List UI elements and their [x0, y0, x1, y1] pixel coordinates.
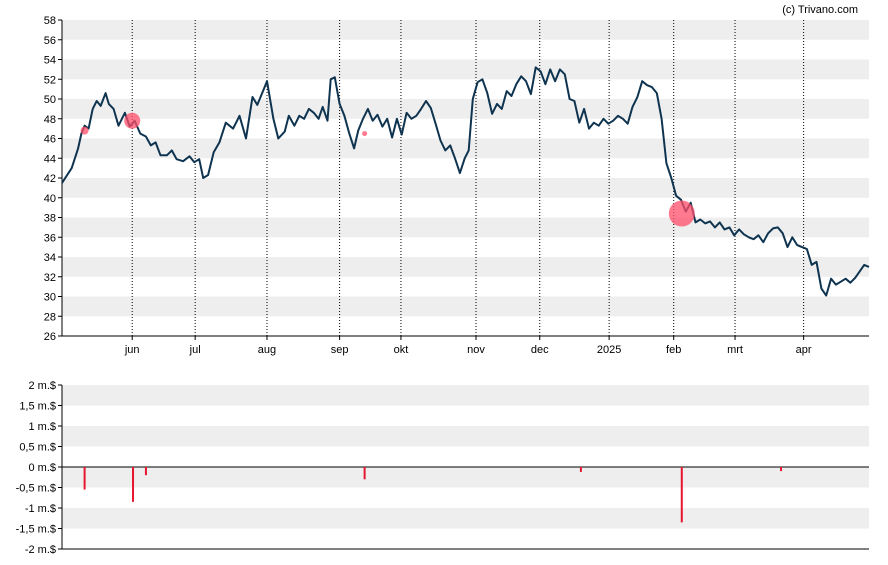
x-tick-label: dec [531, 344, 549, 356]
x-tick-label: nov [467, 344, 485, 356]
volume-y-tick-label: 1,5 m.$ [19, 401, 56, 413]
price-grid-band [62, 59, 869, 80]
volume-grid-band [62, 508, 869, 529]
volume-y-tick-label: -1,5 m.$ [16, 524, 56, 536]
y-tick-label: 42 [44, 173, 56, 185]
y-tick-label: 26 [44, 331, 56, 343]
volume-grid-band [62, 467, 869, 488]
volume-bar [144, 467, 147, 476]
volume-bar [363, 467, 366, 480]
price-chart: jun jul aug sep okt nov dec 2025 feb mrt apr 26 28 30… [44, 15, 870, 356]
x-tick-label: aug [258, 344, 276, 356]
volume-y-tick-label: -1 m.$ [25, 503, 56, 515]
y-tick-label: 52 [44, 74, 56, 86]
price-line [61, 66, 870, 297]
trade-marker [124, 112, 141, 129]
y-tick-label: 40 [44, 193, 56, 205]
price-grid-band [62, 138, 869, 159]
price-grid-band [62, 296, 869, 317]
y-tick-label: 50 [44, 94, 56, 106]
y-tick-label: 28 [44, 311, 56, 323]
y-tick-label: 46 [44, 134, 56, 146]
volume-bar [132, 467, 135, 502]
trade-marker [668, 200, 695, 227]
y-tick-label: 44 [44, 153, 56, 165]
volume-bar [579, 467, 582, 472]
y-tick-label: 38 [44, 213, 56, 225]
y-tick-label: 30 [44, 292, 56, 304]
volume-bar [780, 467, 783, 472]
price-grid-band [62, 99, 869, 119]
y-tick-label: 58 [44, 15, 56, 27]
x-tick-label: sep [331, 344, 349, 356]
volume-y-tick-label: 0,5 m.$ [19, 442, 56, 454]
y-tick-label: 54 [44, 55, 56, 67]
x-tick-label: jun [124, 344, 140, 356]
x-tick-label: 2025 [597, 344, 621, 356]
x-tick-label: okt [394, 344, 409, 356]
y-tick-label: 34 [44, 252, 56, 264]
x-tick-label: jul [189, 344, 201, 356]
volume-y-tick-label: 2 m.$ [28, 380, 56, 392]
trade-marker [80, 126, 89, 135]
x-tick-label: mrt [727, 344, 743, 356]
volume-chart: 2 m.$ 1,5 m.$ 1 m.$ 0,5 m.$ 0 m.$ -0,5 m.$ -1 … [16, 380, 869, 556]
volume-y-tick-label: 0 m.$ [28, 462, 56, 474]
price-grid-band [62, 257, 869, 277]
volume-bar [680, 467, 683, 523]
volume-grid-band [62, 426, 869, 447]
price-grid-band [62, 20, 869, 40]
volume-y-tick-label: 1 m.$ [28, 421, 56, 433]
x-tick-label: feb [666, 344, 681, 356]
price-grid-band [62, 217, 869, 238]
trade-marker [362, 131, 368, 137]
volume-grid-band [62, 385, 869, 406]
y-tick-label: 36 [44, 232, 56, 244]
y-tick-label: 56 [44, 35, 56, 47]
price-grid-band [62, 178, 869, 198]
y-tick-label: 48 [44, 114, 56, 126]
credit-text: (c) Trivano.com [782, 4, 858, 16]
volume-y-tick-label: -2 m.$ [25, 544, 56, 556]
y-tick-label: 32 [44, 272, 56, 284]
x-tick-label: apr [796, 344, 812, 356]
volume-bar [83, 467, 86, 490]
volume-y-tick-label: -0,5 m.$ [16, 483, 56, 495]
